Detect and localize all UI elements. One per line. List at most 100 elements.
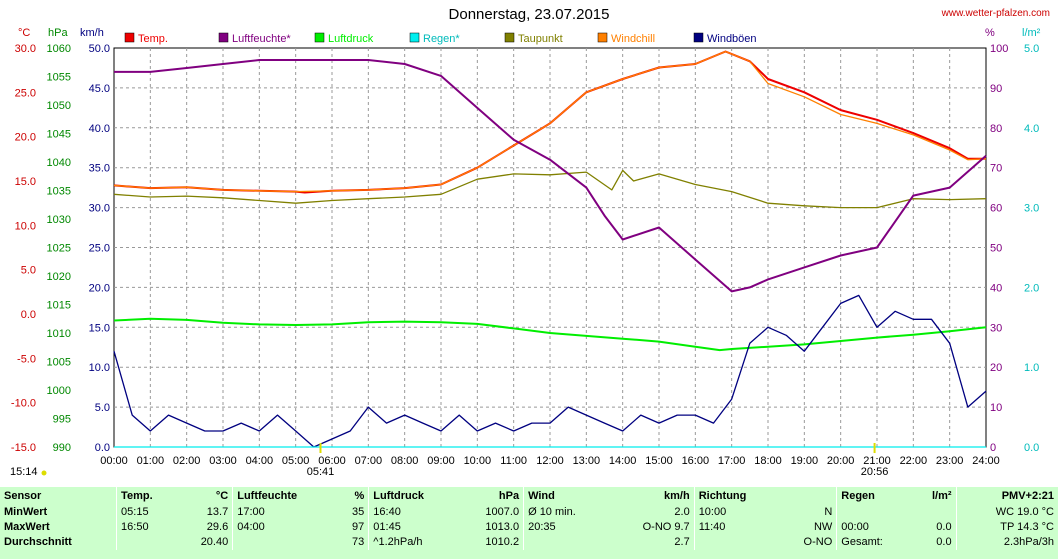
temp-value: 20.40 xyxy=(200,536,229,548)
rain-value: 0.0 xyxy=(936,521,952,533)
stats-col-press: Luftdruck xyxy=(368,487,460,505)
stats-col-hum: Luftfeuchte xyxy=(232,487,338,505)
stats-col-temp-unit: °C xyxy=(215,490,229,502)
hum-tick-label: 20 xyxy=(990,362,1002,374)
wind-tick-label: 35.0 xyxy=(89,163,110,175)
hum-tick-label: 50 xyxy=(990,243,1002,255)
stats-row-label: MinWert xyxy=(4,506,48,518)
legend-swatch xyxy=(218,32,229,43)
press-time: 01:45 xyxy=(368,520,460,535)
series-line xyxy=(114,59,987,293)
grid xyxy=(114,48,986,447)
wind-value: 2.7 xyxy=(674,536,690,548)
x-tick-label: 03:00 xyxy=(209,455,237,467)
sun-icon xyxy=(41,470,47,476)
temp-tick-label: 15.0 xyxy=(15,176,36,188)
press-tick-label: 1000 xyxy=(47,385,71,397)
x-tick-label: 02:00 xyxy=(173,455,201,467)
press-tick-label: 1020 xyxy=(47,271,71,283)
legend-swatch xyxy=(124,32,135,43)
dir-time xyxy=(693,535,780,550)
x-tick-label: 21:00 xyxy=(863,455,891,467)
legend-label: Luftfeuchte* xyxy=(232,33,291,45)
temp-value: 13.7 xyxy=(206,506,229,518)
x-tick-label: 06:00 xyxy=(318,455,346,467)
press-tick-label: 1040 xyxy=(47,157,71,169)
weather-chart: 00:00 01:00 02:00 03:00 04:00 05:00 06:00 07:00… xyxy=(10,27,1041,478)
rain-time xyxy=(836,505,914,520)
x-tick-label: 09:00 xyxy=(427,455,455,467)
press-tick-label: 1045 xyxy=(47,129,71,141)
press-tick-label: 1025 xyxy=(47,243,71,255)
dir-value: NW xyxy=(813,521,833,533)
rain-value xyxy=(913,505,956,520)
x-tick-label: 24:00 xyxy=(972,455,1000,467)
hum-tick-label: 0 xyxy=(990,442,996,454)
temp-time: 16:50 xyxy=(116,520,178,535)
x-tick-label: 20:00 xyxy=(827,455,855,467)
hum-tick-label: 40 xyxy=(990,282,1002,294)
sunrise-time-label: 05:41 xyxy=(307,466,335,478)
stats-header-row: Sensor Temp. °C Luftfeuchte % Luftdruck … xyxy=(0,487,1058,505)
x-tick-label: 12:00 xyxy=(536,455,564,467)
stats-row: MinWert 05:15 13.7 17:00 35 16:40 1007.0 Ø 10 m… xyxy=(0,505,1058,520)
temp-time: 05:15 xyxy=(116,505,178,520)
hum-time: 17:00 xyxy=(232,505,338,520)
stats-row-label: MaxWert xyxy=(4,521,50,533)
legend-swatch xyxy=(597,32,608,43)
x-tick-label: 08:00 xyxy=(391,455,419,467)
site-link[interactable]: www.wetter-pfalzen.com xyxy=(941,8,1050,19)
stats-col-hum-unit: % xyxy=(354,490,365,502)
dir-time: 11:40 xyxy=(693,520,780,535)
temp-value: 29.6 xyxy=(206,521,229,533)
wind-tick-label: 10.0 xyxy=(89,362,110,374)
rain-value: 0.0 xyxy=(936,536,952,548)
stats-col-wind-unit: km/h xyxy=(664,490,690,502)
rain-tick-label: 0.0 xyxy=(1024,442,1039,454)
sunset-time-label: 20:56 xyxy=(861,466,889,478)
rain-unit-label: l/m² xyxy=(1022,27,1041,39)
x-tick-label: 04:00 xyxy=(246,455,274,467)
stats-col-temp: Temp. xyxy=(116,487,178,505)
press-tick-label: 1005 xyxy=(47,357,71,369)
press-value: 1010.2 xyxy=(485,536,520,548)
legend-label: Regen* xyxy=(423,33,460,45)
temp-tick-label: -5.0 xyxy=(17,353,36,365)
temp-tick-label: 5.0 xyxy=(21,265,36,277)
press-tick-label: 995 xyxy=(53,414,71,426)
wind-tick-label: 45.0 xyxy=(89,83,110,95)
press-tick-label: 1055 xyxy=(47,72,71,84)
wind-value: 2.0 xyxy=(674,506,690,518)
legend-label: Luftdruck xyxy=(328,33,374,45)
x-tick-label: 22:00 xyxy=(900,455,928,467)
axis-ticks: 00:00 01:00 02:00 03:00 04:00 05:00 06:00 07:00… xyxy=(11,27,1041,467)
dir-value: O-NO xyxy=(803,536,833,548)
wind-unit-label: km/h xyxy=(80,27,104,39)
press-tick-label: 1050 xyxy=(47,100,71,112)
wind-time: Ø 10 min. xyxy=(523,505,610,520)
hum-tick-label: 60 xyxy=(990,203,1002,215)
stats-row-label: Durchschnitt xyxy=(4,536,72,548)
wind-tick-label: 0.0 xyxy=(95,442,110,454)
hum-time xyxy=(232,535,338,550)
wind-value: O-NO 9.7 xyxy=(642,521,690,533)
x-tick-label: 13:00 xyxy=(573,455,601,467)
stats-row: MaxWert 16:50 29.6 04:00 97 01:45 1013.0 20:35 O… xyxy=(0,520,1058,535)
temp-tick-label: 25.0 xyxy=(15,87,36,99)
wind-tick-label: 25.0 xyxy=(89,243,110,255)
press-tick-label: 990 xyxy=(53,442,71,454)
x-tick-label: 15:00 xyxy=(645,455,673,467)
stats-col-wind: Wind xyxy=(523,487,610,505)
wind-tick-label: 5.0 xyxy=(95,402,110,414)
stats-col-rain-unit: l/m² xyxy=(932,490,952,502)
legend-swatch xyxy=(314,32,325,43)
temp-unit-label: °C xyxy=(18,27,30,39)
hum-tick-label: 80 xyxy=(990,123,1002,135)
chart-title: Donnerstag, 23.07.2015 xyxy=(448,6,610,23)
rain-tick-label: 4.0 xyxy=(1024,123,1039,135)
temp-tick-label: 10.0 xyxy=(15,220,36,232)
pmv-value: WC 19.0 °C xyxy=(955,505,1058,520)
sun-marks: 05:41 20:56 15:14 xyxy=(10,443,888,478)
x-tick-label: 00:00 xyxy=(100,455,128,467)
x-tick-label: 05:00 xyxy=(282,455,310,467)
